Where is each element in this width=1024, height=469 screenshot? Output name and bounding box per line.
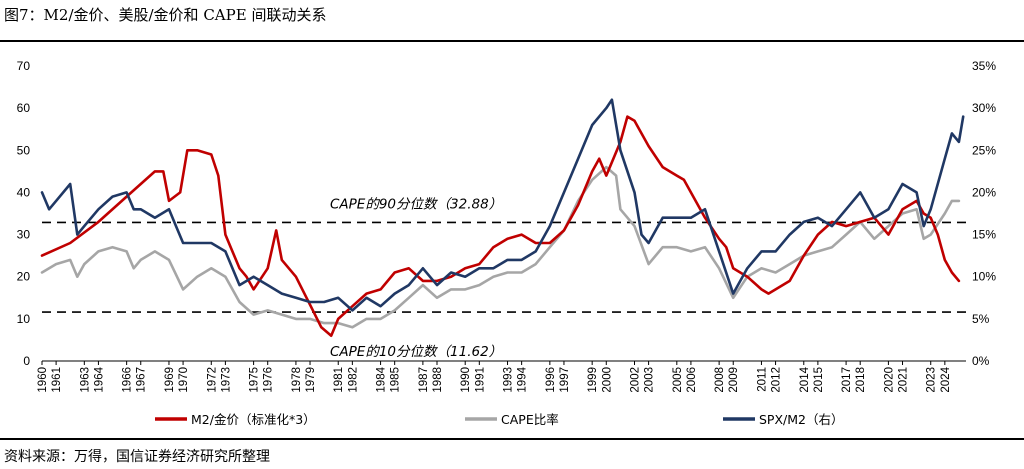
- x-axis-tick-label: 1967: [136, 367, 148, 393]
- right-axis-tick-label: 0%: [972, 354, 990, 368]
- x-axis-tick-label: 2014: [799, 366, 811, 392]
- x-axis-tick-label: 1993: [503, 367, 515, 393]
- left-axis-ticks: 0 10 20 30 40 50 60 70: [17, 59, 31, 368]
- right-axis-tick-label: 20%: [972, 185, 996, 199]
- x-axis-tick-label: 1961: [51, 367, 63, 393]
- x-axis-tick-label: 1972: [206, 367, 218, 393]
- right-axis-tick-label: 15%: [972, 228, 996, 242]
- left-axis-tick-label: 20: [17, 270, 31, 284]
- x-axis-tick-label: 1984: [376, 366, 388, 392]
- legend-label: M2/金价（标准化*3）: [191, 412, 316, 427]
- left-axis-tick-label: 60: [17, 101, 31, 115]
- x-axis-tick-label: 1981: [333, 367, 345, 393]
- x-axis-tick-label: 1999: [587, 367, 599, 393]
- x-axis-tick-label: 1978: [291, 367, 303, 393]
- right-axis-tick-label: 35%: [972, 59, 996, 73]
- right-axis-ticks: 0% 5% 10% 15% 20% 25% 30% 35%: [972, 59, 996, 368]
- x-axis-ticks: 1960 1961 1963 1964 1966 1967 1969 1970 1972 1973…: [37, 361, 952, 393]
- x-axis-tick-label: 2005: [672, 367, 684, 393]
- x-axis-tick-label: 1979: [305, 367, 317, 393]
- series-line: [40, 165, 961, 329]
- x-axis-tick-label: 2018: [855, 367, 867, 393]
- x-axis-tick-label: 1960: [37, 367, 49, 393]
- x-axis-tick-label: 2023: [926, 367, 938, 393]
- x-axis-tick-label: 2015: [813, 367, 825, 393]
- top-rule: [0, 40, 1024, 42]
- legend-label: CAPE比率: [501, 412, 559, 427]
- x-axis-tick-label: 1966: [122, 367, 134, 393]
- x-axis-tick-label: 1975: [249, 367, 261, 393]
- x-axis-tick-label: 1973: [220, 367, 232, 393]
- figure-title: 图7：M2/金价、美股/金价和 CAPE 间联动关系: [4, 6, 327, 24]
- series-layer: [40, 98, 965, 337]
- x-axis-tick-label: 1988: [432, 367, 444, 393]
- annotation-label: CAPE的10分位数（11.62）: [330, 344, 502, 360]
- x-axis-tick-label: 2008: [714, 367, 726, 393]
- x-axis-tick-label: 2003: [644, 367, 656, 393]
- source-note: 资料来源：万得，国信证券经济研究所整理: [4, 449, 270, 465]
- x-axis-tick-label: 1991: [474, 367, 486, 393]
- legend-label: SPX/M2（右）: [759, 412, 844, 427]
- bottom-rule: [0, 438, 1024, 440]
- x-axis-tick-label: 2012: [771, 367, 783, 393]
- x-axis-tick-label: 1982: [347, 367, 359, 393]
- right-axis-tick-label: 5%: [972, 312, 990, 326]
- left-axis-tick-label: 30: [17, 228, 31, 242]
- right-axis-tick-label: 10%: [972, 270, 996, 284]
- x-axis-tick-label: 1970: [178, 367, 190, 393]
- annotation-label: CAPE的90分位数（32.88）: [330, 196, 502, 212]
- right-axis-tick-label: 30%: [972, 101, 996, 115]
- x-axis-tick-label: 2009: [728, 367, 740, 393]
- x-axis-tick-label: 1985: [390, 367, 402, 393]
- x-axis-tick-label: 1987: [418, 367, 430, 393]
- x-axis-tick-label: 1969: [164, 367, 176, 393]
- legend: M2/金价（标准化*3） CAPE比率 SPX/M2（右）: [155, 412, 844, 427]
- right-axis-tick-label: 25%: [972, 143, 996, 157]
- annotations: CAPE的90分位数（32.88） CAPE的10分位数（11.62）: [330, 196, 502, 360]
- series-line: [40, 98, 965, 312]
- x-axis-tick-label: 2002: [629, 367, 641, 393]
- x-axis-tick-label: 2000: [601, 367, 613, 393]
- x-axis-tick-label: 2024: [940, 366, 952, 392]
- x-axis-tick-label: 1976: [263, 367, 275, 393]
- series-line: [40, 115, 961, 337]
- x-axis-tick-label: 2021: [898, 367, 910, 393]
- x-axis-tick-label: 1964: [93, 366, 105, 392]
- x-axis-tick-label: 1963: [79, 367, 91, 393]
- left-axis-tick-label: 40: [17, 185, 31, 199]
- x-axis-tick-label: 1996: [545, 367, 557, 393]
- x-axis-tick-label: 1994: [517, 366, 529, 392]
- x-axis-tick-label: 1997: [559, 367, 571, 393]
- left-axis-tick-label: 50: [17, 143, 31, 157]
- x-axis-tick-label: 2011: [756, 367, 768, 392]
- x-axis-tick-label: 2020: [883, 367, 895, 393]
- x-axis-tick-label: 1990: [460, 367, 472, 393]
- left-axis-tick-label: 70: [17, 59, 31, 73]
- left-axis-tick-label: 0: [23, 354, 30, 368]
- left-axis-tick-label: 10: [17, 312, 31, 326]
- reference-lines: [42, 221, 966, 313]
- x-axis-tick-label: 2006: [686, 367, 698, 393]
- x-axis-tick-label: 2017: [841, 367, 853, 393]
